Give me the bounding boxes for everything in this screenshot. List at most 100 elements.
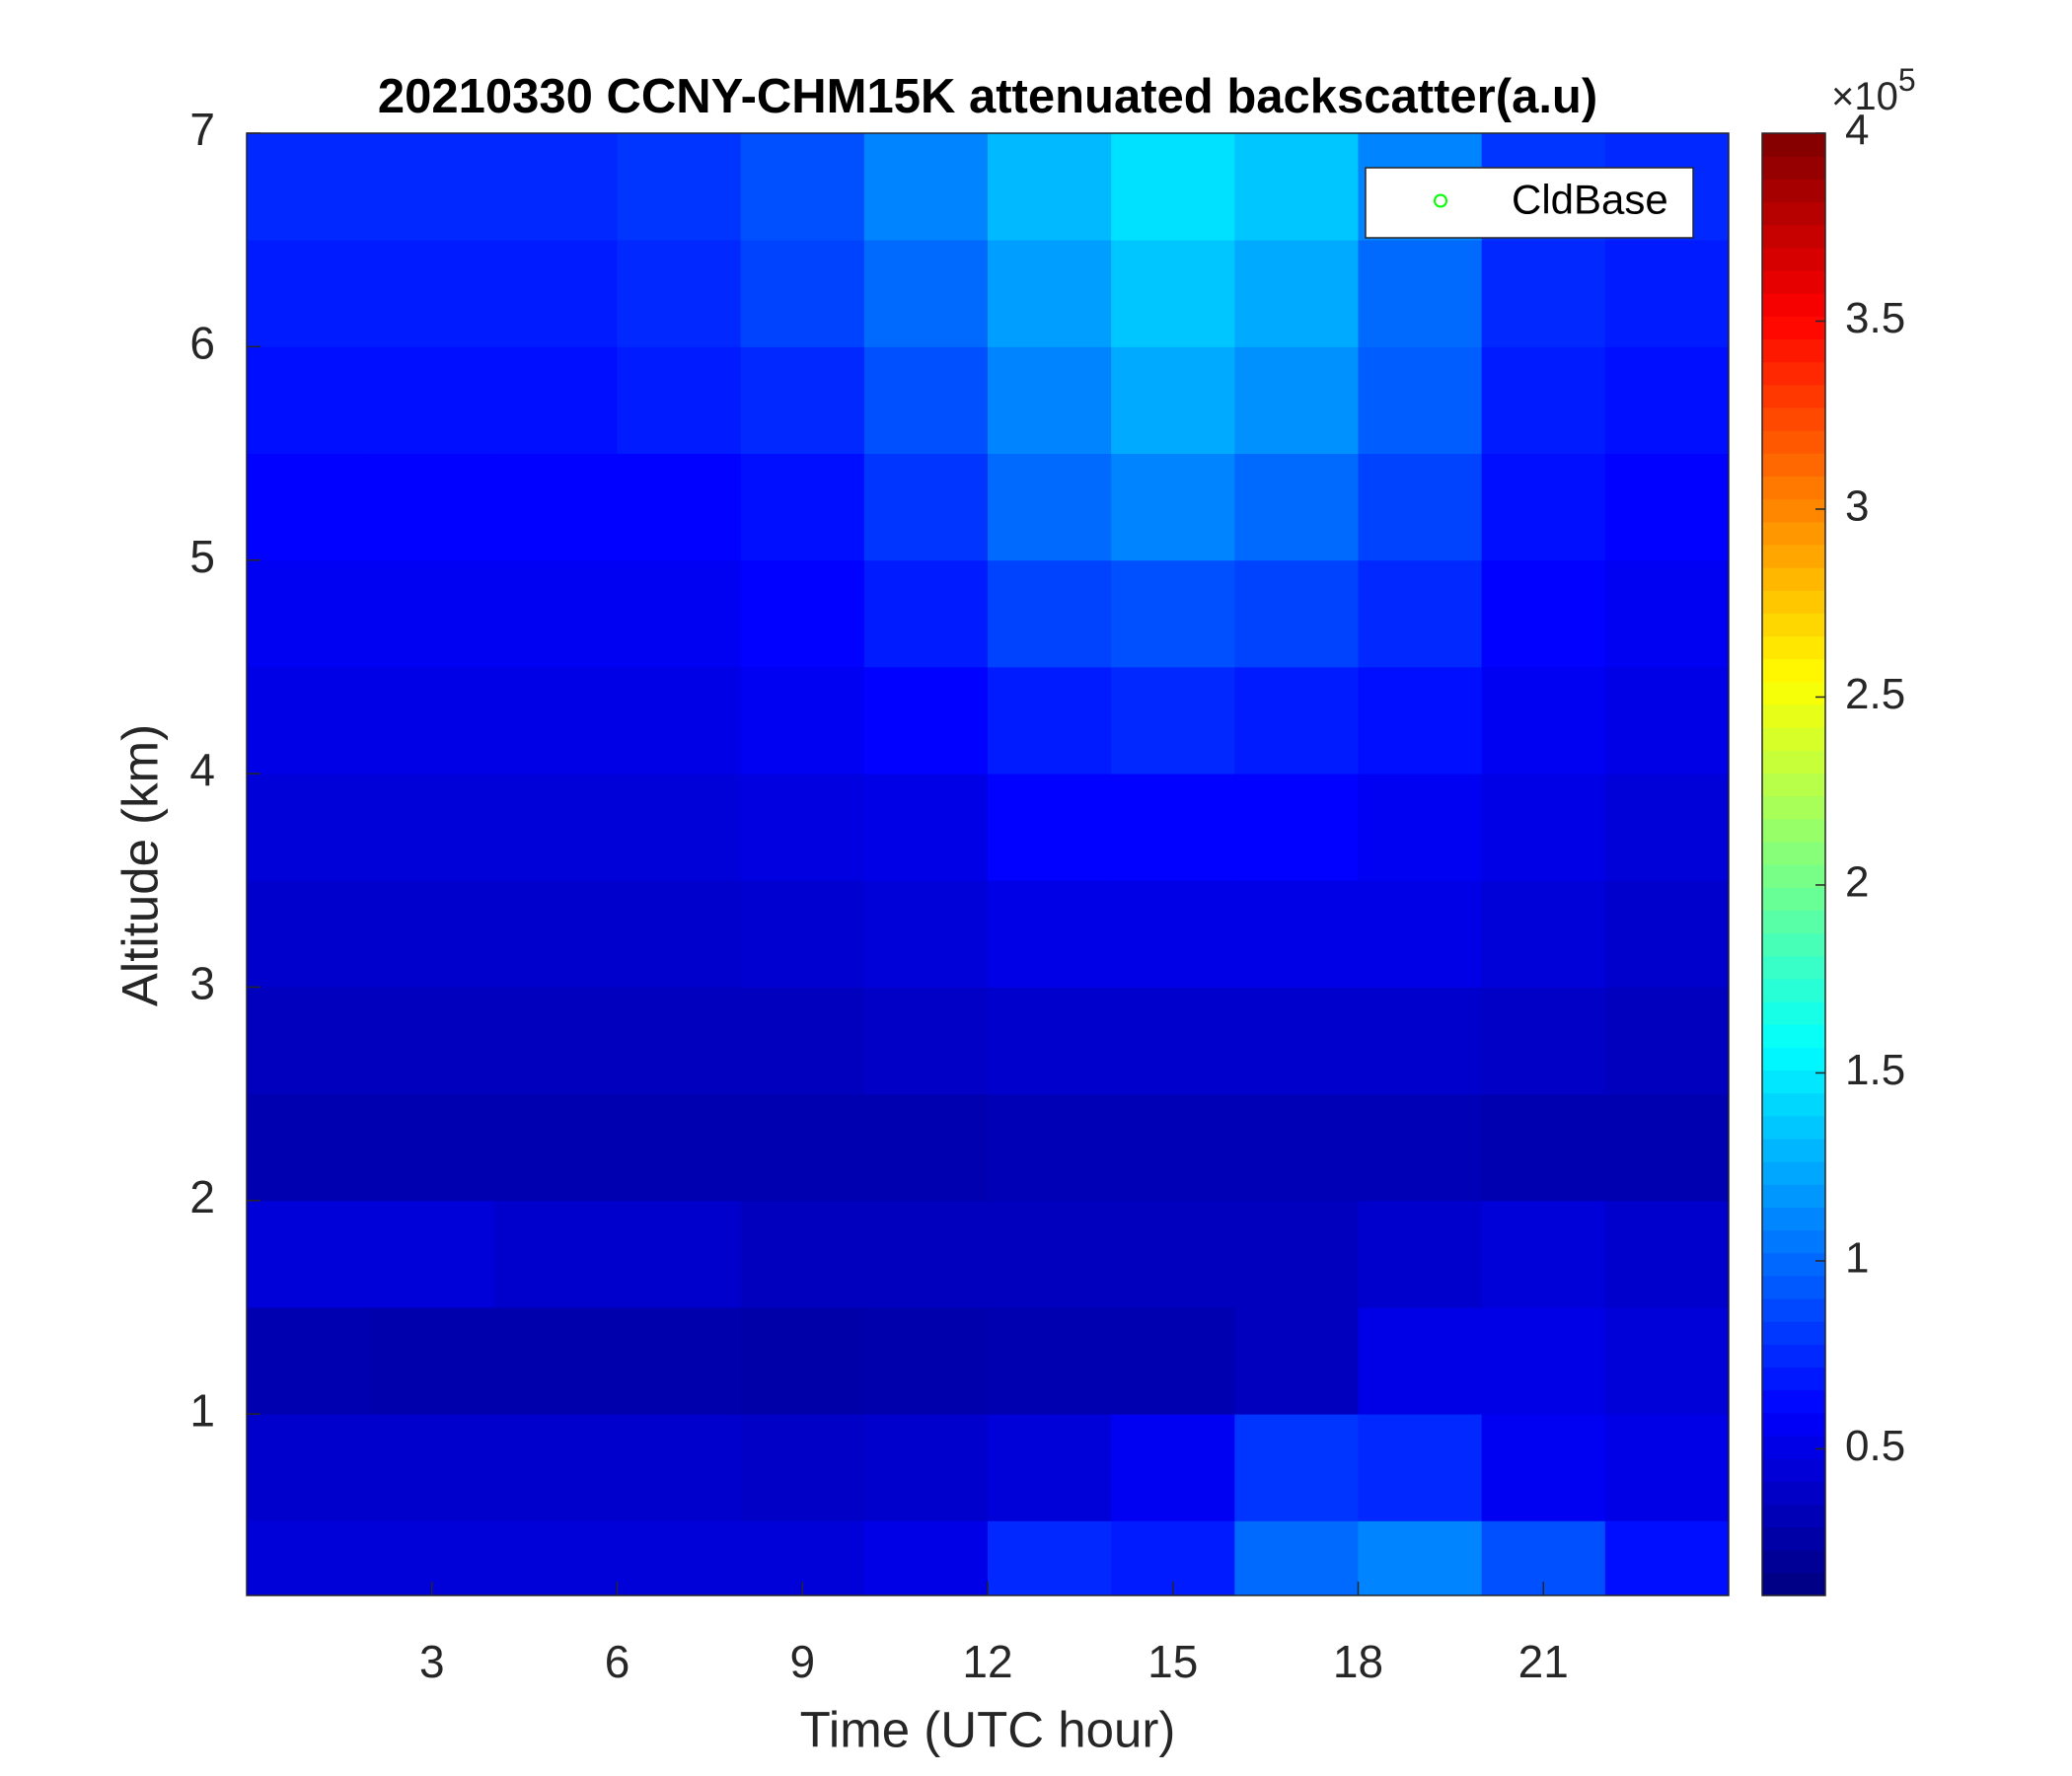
- y-tick-label: 4: [189, 744, 215, 795]
- heatmap-cell: [1111, 1093, 1235, 1202]
- heatmap-cell: [740, 559, 865, 668]
- colorbar-step: [1762, 1297, 1825, 1322]
- heatmap-cell: [617, 1520, 742, 1596]
- heatmap-cell: [493, 346, 618, 455]
- colorbar-step: [1762, 1000, 1825, 1025]
- colorbar-step: [1762, 978, 1825, 1002]
- heatmap-cell: [1111, 453, 1235, 561]
- colorbar-frame: [1761, 132, 1826, 1596]
- colorbar-step: [1762, 1275, 1825, 1299]
- colorbar: 0.5 1 1.5 2 2.5 3 3.5 4×105: [1761, 62, 1916, 1596]
- heatmap-cell: [1358, 1520, 1483, 1596]
- heatmap-cell: [1604, 453, 1730, 561]
- heatmap-cell: [988, 987, 1112, 1095]
- heatmap-cell: [740, 666, 865, 775]
- heatmap-cell: [740, 240, 865, 347]
- heatmap-cell: [1604, 1200, 1730, 1308]
- heatmap-cell: [247, 1200, 371, 1308]
- heatmap-cell: [1604, 987, 1730, 1095]
- heatmap-cell: [617, 453, 742, 561]
- y-tick-label: 7: [189, 104, 215, 155]
- heatmap-cell: [247, 1414, 371, 1521]
- heatmap-cell: [1481, 346, 1606, 455]
- legend-marker: [1434, 193, 1447, 208]
- heatmap-cell: [617, 559, 742, 668]
- heatmap-cell: [370, 1306, 494, 1415]
- heatmap-cell: [863, 987, 989, 1095]
- heatmap-cell: [740, 987, 865, 1095]
- colorbar-step: [1762, 703, 1825, 728]
- colorbar-step: [1762, 1344, 1825, 1369]
- colorbar-step: [1762, 910, 1825, 934]
- heatmap-cell: [1481, 559, 1606, 668]
- colorbar-step: [1762, 1024, 1825, 1048]
- heatmap-cell: [617, 666, 742, 775]
- colorbar-step: [1762, 864, 1825, 888]
- heatmap-cell: [740, 1093, 865, 1202]
- x-tick-label: 9: [789, 1636, 815, 1687]
- heatmap-cell: [863, 1414, 989, 1521]
- colorbar-step: [1762, 1138, 1825, 1162]
- colorbar-step: [1762, 521, 1825, 546]
- colorbar-step: [1762, 750, 1825, 774]
- heatmap-cell: [988, 559, 1112, 668]
- colorbar-step: [1762, 1481, 1825, 1505]
- heatmap-cell: [617, 133, 742, 241]
- legend-box: [1365, 167, 1694, 239]
- multiplier-base: ×10: [1831, 75, 1898, 118]
- heatmap-cell: [863, 133, 989, 241]
- y-tick-label: 1: [189, 1384, 215, 1436]
- colorbar-step: [1762, 613, 1825, 637]
- heatmap-cell: [1604, 559, 1730, 668]
- y-axis-label: Altitude (km): [111, 724, 168, 1006]
- heatmap-cell: [493, 1520, 618, 1596]
- colorbar-step: [1762, 773, 1825, 797]
- colorbar-step: [1762, 156, 1825, 180]
- colorbar-tick-label: 3.5: [1845, 294, 1905, 342]
- colorbar-step: [1762, 1549, 1825, 1574]
- heatmap-cell: [247, 453, 371, 561]
- heatmap-cell: [740, 346, 865, 455]
- heatmap-cell: [370, 559, 494, 668]
- y-tick-label: 5: [189, 531, 215, 582]
- colorbar-step: [1762, 887, 1825, 911]
- colorbar-multiplier: ×105: [1831, 62, 1916, 117]
- heatmap-cell: [1111, 987, 1235, 1095]
- colorbar-step: [1762, 1412, 1825, 1437]
- colorbar-step: [1762, 498, 1825, 523]
- heatmap-cell: [863, 1200, 989, 1308]
- x-tick-label: 15: [1147, 1636, 1198, 1687]
- heatmap-cell: [863, 666, 989, 775]
- colorbar-step: [1762, 955, 1825, 980]
- colorbar-step: [1762, 179, 1825, 203]
- heatmap-cells: [247, 133, 1730, 1596]
- heatmap-cell: [1234, 346, 1359, 455]
- colorbar-step: [1762, 1572, 1825, 1596]
- colorbar-step: [1762, 407, 1825, 431]
- heatmap-cell: [988, 1200, 1112, 1308]
- heatmap-cell: [247, 133, 371, 241]
- y-tick-label: 3: [189, 958, 215, 1009]
- colorbar-step: [1762, 1184, 1825, 1208]
- colorbar-step: [1762, 818, 1825, 843]
- heatmap-cell: [370, 774, 494, 881]
- heatmap-cell: [493, 1414, 618, 1521]
- heatmap-cell: [988, 1093, 1112, 1202]
- heatmap-cell: [617, 1093, 742, 1202]
- heatmap-cell: [1234, 453, 1359, 561]
- heatmap-cell: [370, 987, 494, 1095]
- colorbar-step: [1762, 1504, 1825, 1528]
- heatmap-cell: [617, 346, 742, 455]
- heatmap-cell: [247, 1520, 371, 1596]
- colorbar-step: [1762, 932, 1825, 957]
- heatmap-cell: [740, 1306, 865, 1415]
- colorbar-step: [1762, 841, 1825, 865]
- heatmap-cell: [1604, 1093, 1730, 1202]
- colorbar-step: [1762, 269, 1825, 294]
- heatmap-cell: [1358, 1306, 1483, 1415]
- colorbar-step: [1762, 1229, 1825, 1254]
- colorbar-step: [1762, 201, 1825, 226]
- heatmap-cell: [1604, 346, 1730, 455]
